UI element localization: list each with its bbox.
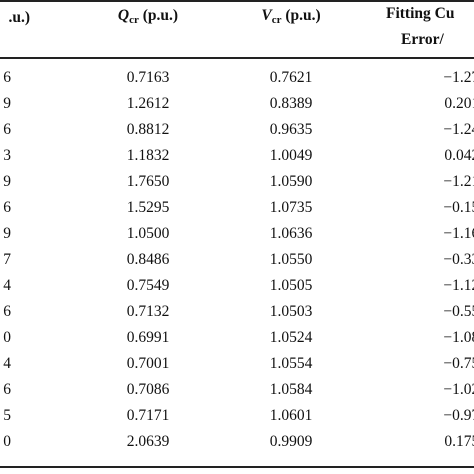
table-cell: 1.0550 [269, 251, 313, 268]
table-cell: −1.125 [443, 277, 474, 294]
table-cell: 0 [3, 433, 11, 450]
table-cell: 0.6991 [126, 329, 170, 346]
table-cell: 0.7163 [126, 69, 170, 86]
table-cell: 0.7621 [269, 69, 313, 86]
table-cell: 0.2017 [444, 95, 474, 112]
table-cell: −0.151 [443, 199, 474, 216]
header-subscript: cr [271, 14, 282, 26]
table-cell: 1.0636 [269, 225, 313, 242]
table-cell: 0.9635 [269, 121, 313, 138]
table-cell: 6 [3, 121, 11, 138]
table-cell: −1.080 [443, 329, 474, 346]
table-cell: −1.029 [443, 381, 474, 398]
table-cell: 9 [3, 173, 11, 190]
table-cell: 0.7549 [126, 277, 170, 294]
header-rule [0, 57, 474, 59]
table-cell: 0.0427 [444, 147, 474, 164]
table-cell: 0.7171 [126, 407, 170, 424]
table-cell: 4 [3, 355, 11, 372]
header-cell: Qcr (p.u.) [68, 6, 228, 30]
header-unit: (p.u.) [138, 7, 179, 24]
table-cell: 0.8389 [269, 95, 313, 112]
table-cell: 0.7086 [126, 381, 170, 398]
table-cell: 1.0503 [269, 303, 313, 320]
table-cell: 0.7001 [126, 355, 170, 372]
table-cell: −1.216 [443, 173, 474, 190]
table-cell: 1.7650 [126, 173, 170, 190]
table-cell: −0.553 [443, 303, 474, 320]
table-cell: 6 [3, 199, 11, 216]
table-cell: 1.0584 [269, 381, 313, 398]
table-cell: 1.2612 [126, 95, 170, 112]
header-unit: (p.u.) [281, 7, 321, 24]
table-cell: 1.0500 [126, 225, 170, 242]
table-cell: 1.0049 [269, 147, 313, 164]
table-cell: 1.0590 [269, 173, 313, 190]
table-cell: −0.338 [443, 251, 474, 268]
table-cell: 4 [3, 277, 11, 294]
header-cell: Vcr (p.u.) [211, 6, 371, 30]
table-cell: 6 [3, 69, 11, 86]
table-cell: 0.8486 [126, 251, 170, 268]
header-subscript: cr [129, 14, 139, 26]
table-cell: 6 [3, 381, 11, 398]
header-cell: .u.) [8, 9, 30, 26]
table-cell: 0.8812 [126, 121, 170, 138]
table-cell: −0.974 [443, 407, 474, 424]
table-cell: 0 [3, 329, 11, 346]
bottom-rule [0, 466, 474, 468]
table-cell: −1.276 [443, 69, 474, 86]
table-cell: 1.5295 [126, 199, 170, 216]
table-cell: 9 [3, 95, 11, 112]
header-cell: Fitting Cu [386, 5, 455, 22]
table-cell: 1.0735 [269, 199, 313, 216]
table-cell: −0.754 [443, 355, 474, 372]
table-cell: 1.1832 [126, 147, 170, 164]
table-cell: 6 [3, 303, 11, 320]
table-cell: 1.0601 [269, 407, 313, 424]
table-cell: 3 [3, 147, 11, 164]
table-cell: 0.9909 [269, 433, 313, 450]
table-cell: −1.240 [443, 121, 474, 138]
top-rule [0, 0, 474, 2]
header-cell: Error/ [401, 31, 444, 48]
header-symbol: Q [117, 7, 130, 24]
table-cell: 1.0524 [269, 329, 313, 346]
table-cell: 0.7132 [126, 303, 170, 320]
table-cell: 7 [3, 251, 11, 268]
table-cell: 0.1750 [444, 433, 474, 450]
header-symbol: V [261, 7, 272, 24]
table-cell: −1.164 [443, 225, 474, 242]
table-cell: 5 [3, 407, 11, 424]
table-cell: 1.0505 [269, 277, 313, 294]
table-cell: 2.0639 [126, 433, 170, 450]
table-cell: 1.0554 [269, 355, 313, 372]
table-cell: 9 [3, 225, 11, 242]
